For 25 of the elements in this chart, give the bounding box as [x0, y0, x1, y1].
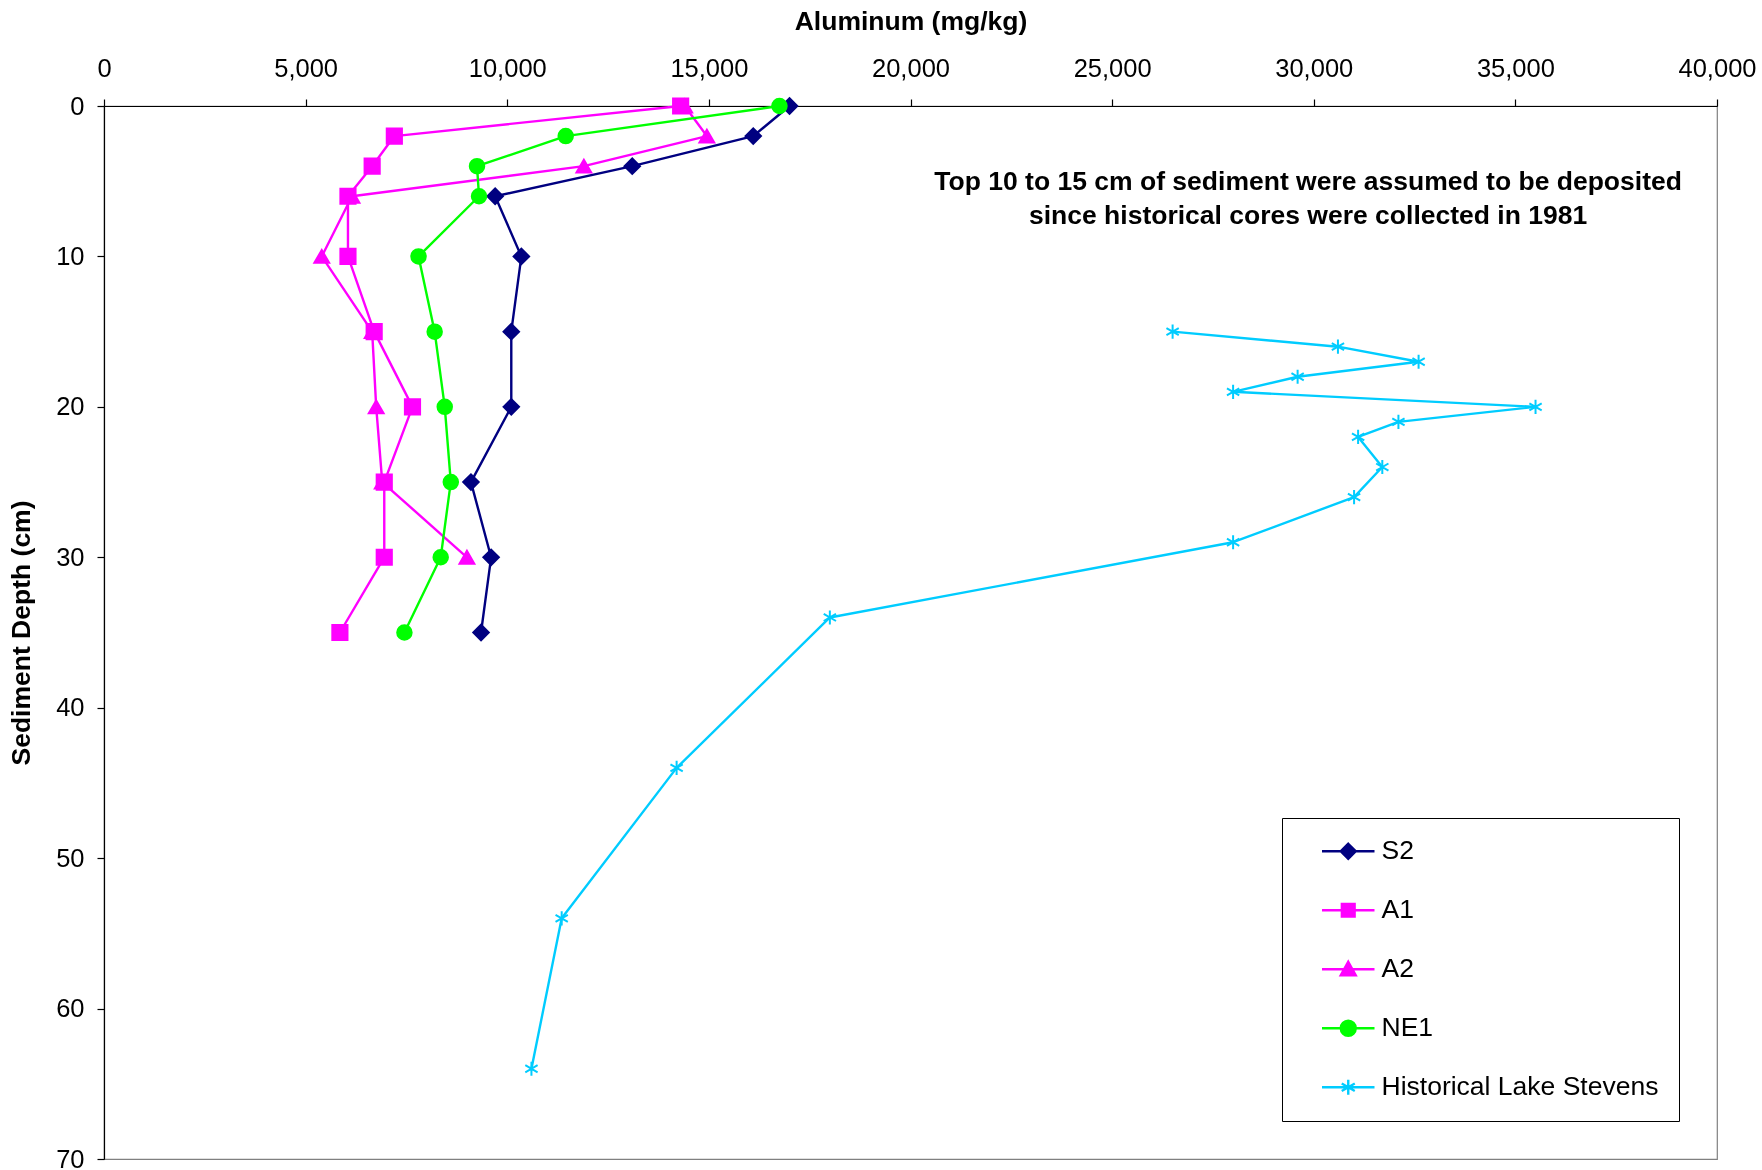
- x-tick-label: 20,000: [872, 53, 950, 82]
- y-tick-label: 50: [56, 843, 85, 872]
- y-tick-label: 30: [56, 542, 85, 571]
- x-tick-label: 25,000: [1073, 53, 1152, 82]
- x-tick-label: 35,000: [1476, 53, 1555, 82]
- x-tick-label: 10,000: [468, 53, 547, 82]
- legend-label: S2: [1381, 835, 1414, 866]
- y-tick-label: 0: [70, 91, 85, 120]
- y-tick-label: 10: [56, 241, 85, 270]
- y-tick-label: 60: [56, 994, 85, 1023]
- y-axis-title: Sediment Depth (cm): [6, 500, 37, 766]
- y-tick-label: 40: [56, 693, 85, 722]
- y-tick-label: 70: [56, 1144, 85, 1170]
- legend-label: NE1: [1381, 1012, 1434, 1043]
- x-tick-label: 0: [97, 53, 112, 82]
- x-axis-title: Aluminum (mg/kg): [794, 5, 1028, 36]
- x-tick-label: 5,000: [274, 53, 339, 82]
- y-tick-label: 20: [56, 392, 85, 421]
- legend-label: A1: [1381, 894, 1414, 925]
- annotation: Top 10 to 15 cm of sediment were assumed to be deposited since historical cores were collected in 1981: [934, 166, 1682, 230]
- x-tick-label: 30,000: [1275, 53, 1354, 82]
- x-tick-label: 15,000: [670, 53, 749, 82]
- legend-label: Historical Lake Stevens: [1381, 1071, 1659, 1102]
- legend-label: A2: [1381, 953, 1414, 984]
- x-tick-label: 40,000: [1678, 53, 1757, 82]
